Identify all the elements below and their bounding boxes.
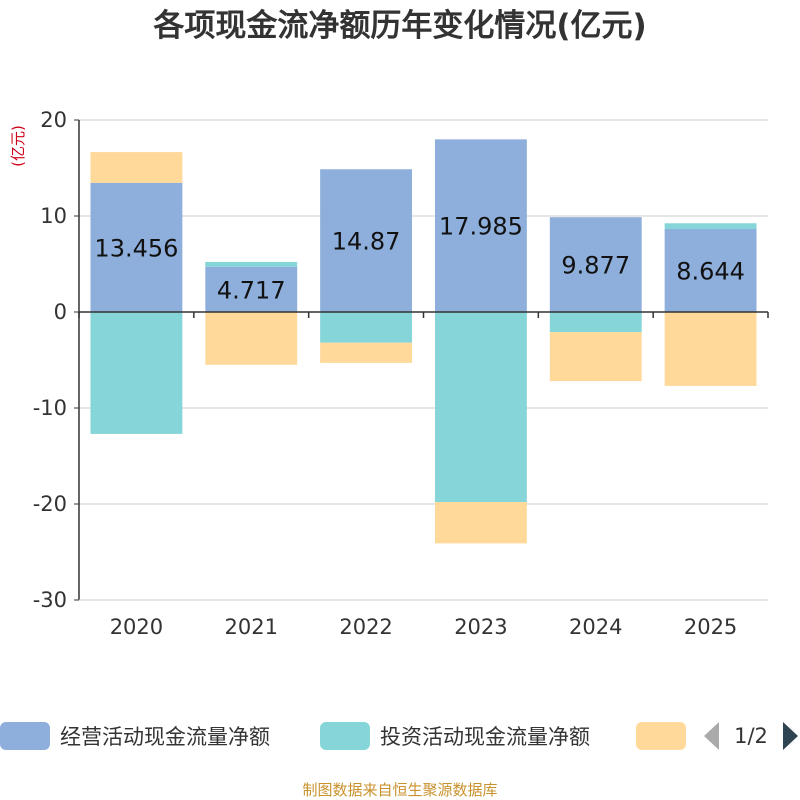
bar-2024-series-0 — [549, 217, 642, 312]
legend-page-indicator: 1/2 — [734, 724, 768, 748]
bar-2025-series-1 — [664, 223, 757, 230]
bar-2023-series-2 — [434, 502, 527, 544]
y-tick-label: 10 — [40, 204, 67, 228]
bar-2020-series-2 — [90, 152, 183, 183]
y-tick-label: 20 — [40, 108, 67, 132]
bar-2021-series-2 — [205, 312, 298, 365]
x-tick-label: 2021 — [225, 615, 278, 639]
legend-item-2[interactable] — [636, 722, 686, 750]
x-tick-label: 2020 — [110, 615, 163, 639]
bar-2021-series-0 — [205, 266, 298, 312]
bar-2025-series-2 — [664, 312, 757, 386]
data-label: 17.985 — [439, 213, 523, 241]
legend-next-arrow-icon[interactable] — [783, 722, 798, 750]
legend-swatch — [320, 722, 370, 750]
source-footer: 制图数据来自恒生聚源数据库 — [302, 781, 497, 799]
y-tick-label: -20 — [33, 492, 67, 516]
data-label: 4.717 — [217, 276, 286, 304]
bar-2024-series-1 — [549, 312, 642, 333]
y-axis-unit: (亿元) — [9, 125, 27, 167]
data-label: 9.877 — [561, 252, 630, 280]
bar-2023-series-1 — [434, 312, 527, 503]
legend-item-0[interactable]: 经营活动现金流量净额 — [0, 722, 270, 750]
data-label: 14.87 — [332, 228, 401, 256]
x-tick-label: 2022 — [339, 615, 392, 639]
legend-item-1[interactable]: 投资活动现金流量净额 — [320, 722, 590, 750]
chart-title: 各项现金流净额历年变化情况(亿元) — [152, 8, 646, 44]
x-tick-label: 2024 — [569, 615, 622, 639]
y-tick-label: -30 — [33, 588, 67, 612]
bar-2022-series-2 — [320, 342, 413, 363]
bar-2020-series-1 — [90, 312, 183, 434]
legend-prev-arrow-icon[interactable] — [704, 722, 719, 750]
x-tick-label: 2025 — [684, 615, 737, 639]
bar-2023-series-0 — [434, 139, 527, 312]
x-tick-label: 2023 — [454, 615, 507, 639]
bar-2022-series-1 — [320, 312, 413, 343]
data-labels: 13.456 4.717 14.87 17.985 9.877 8.644 — [94, 213, 745, 305]
data-label: 13.456 — [94, 234, 178, 262]
legend-pager[interactable]: 1/2 — [704, 722, 798, 750]
legend-swatch — [636, 722, 686, 750]
y-tick-label: 0 — [54, 300, 67, 324]
bar-2020-series-0 — [90, 182, 183, 312]
bars — [90, 139, 757, 544]
legend-label: 投资活动现金流量净额 — [380, 725, 590, 749]
legend-swatch — [0, 722, 50, 750]
bar-2022-series-0 — [320, 169, 413, 312]
axes: 2020 2021 2022 2023 2024 2025 — [78, 120, 769, 639]
bar-2024-series-2 — [549, 332, 642, 382]
bar-2025-series-0 — [664, 229, 757, 312]
data-label: 8.644 — [676, 258, 745, 286]
legend[interactable]: 经营活动现金流量净额 投资活动现金流量净额 — [0, 722, 686, 750]
bar-2021-series-1 — [205, 261, 298, 267]
y-tick-label: -10 — [33, 396, 67, 420]
legend-label: 经营活动现金流量净额 — [60, 725, 270, 749]
